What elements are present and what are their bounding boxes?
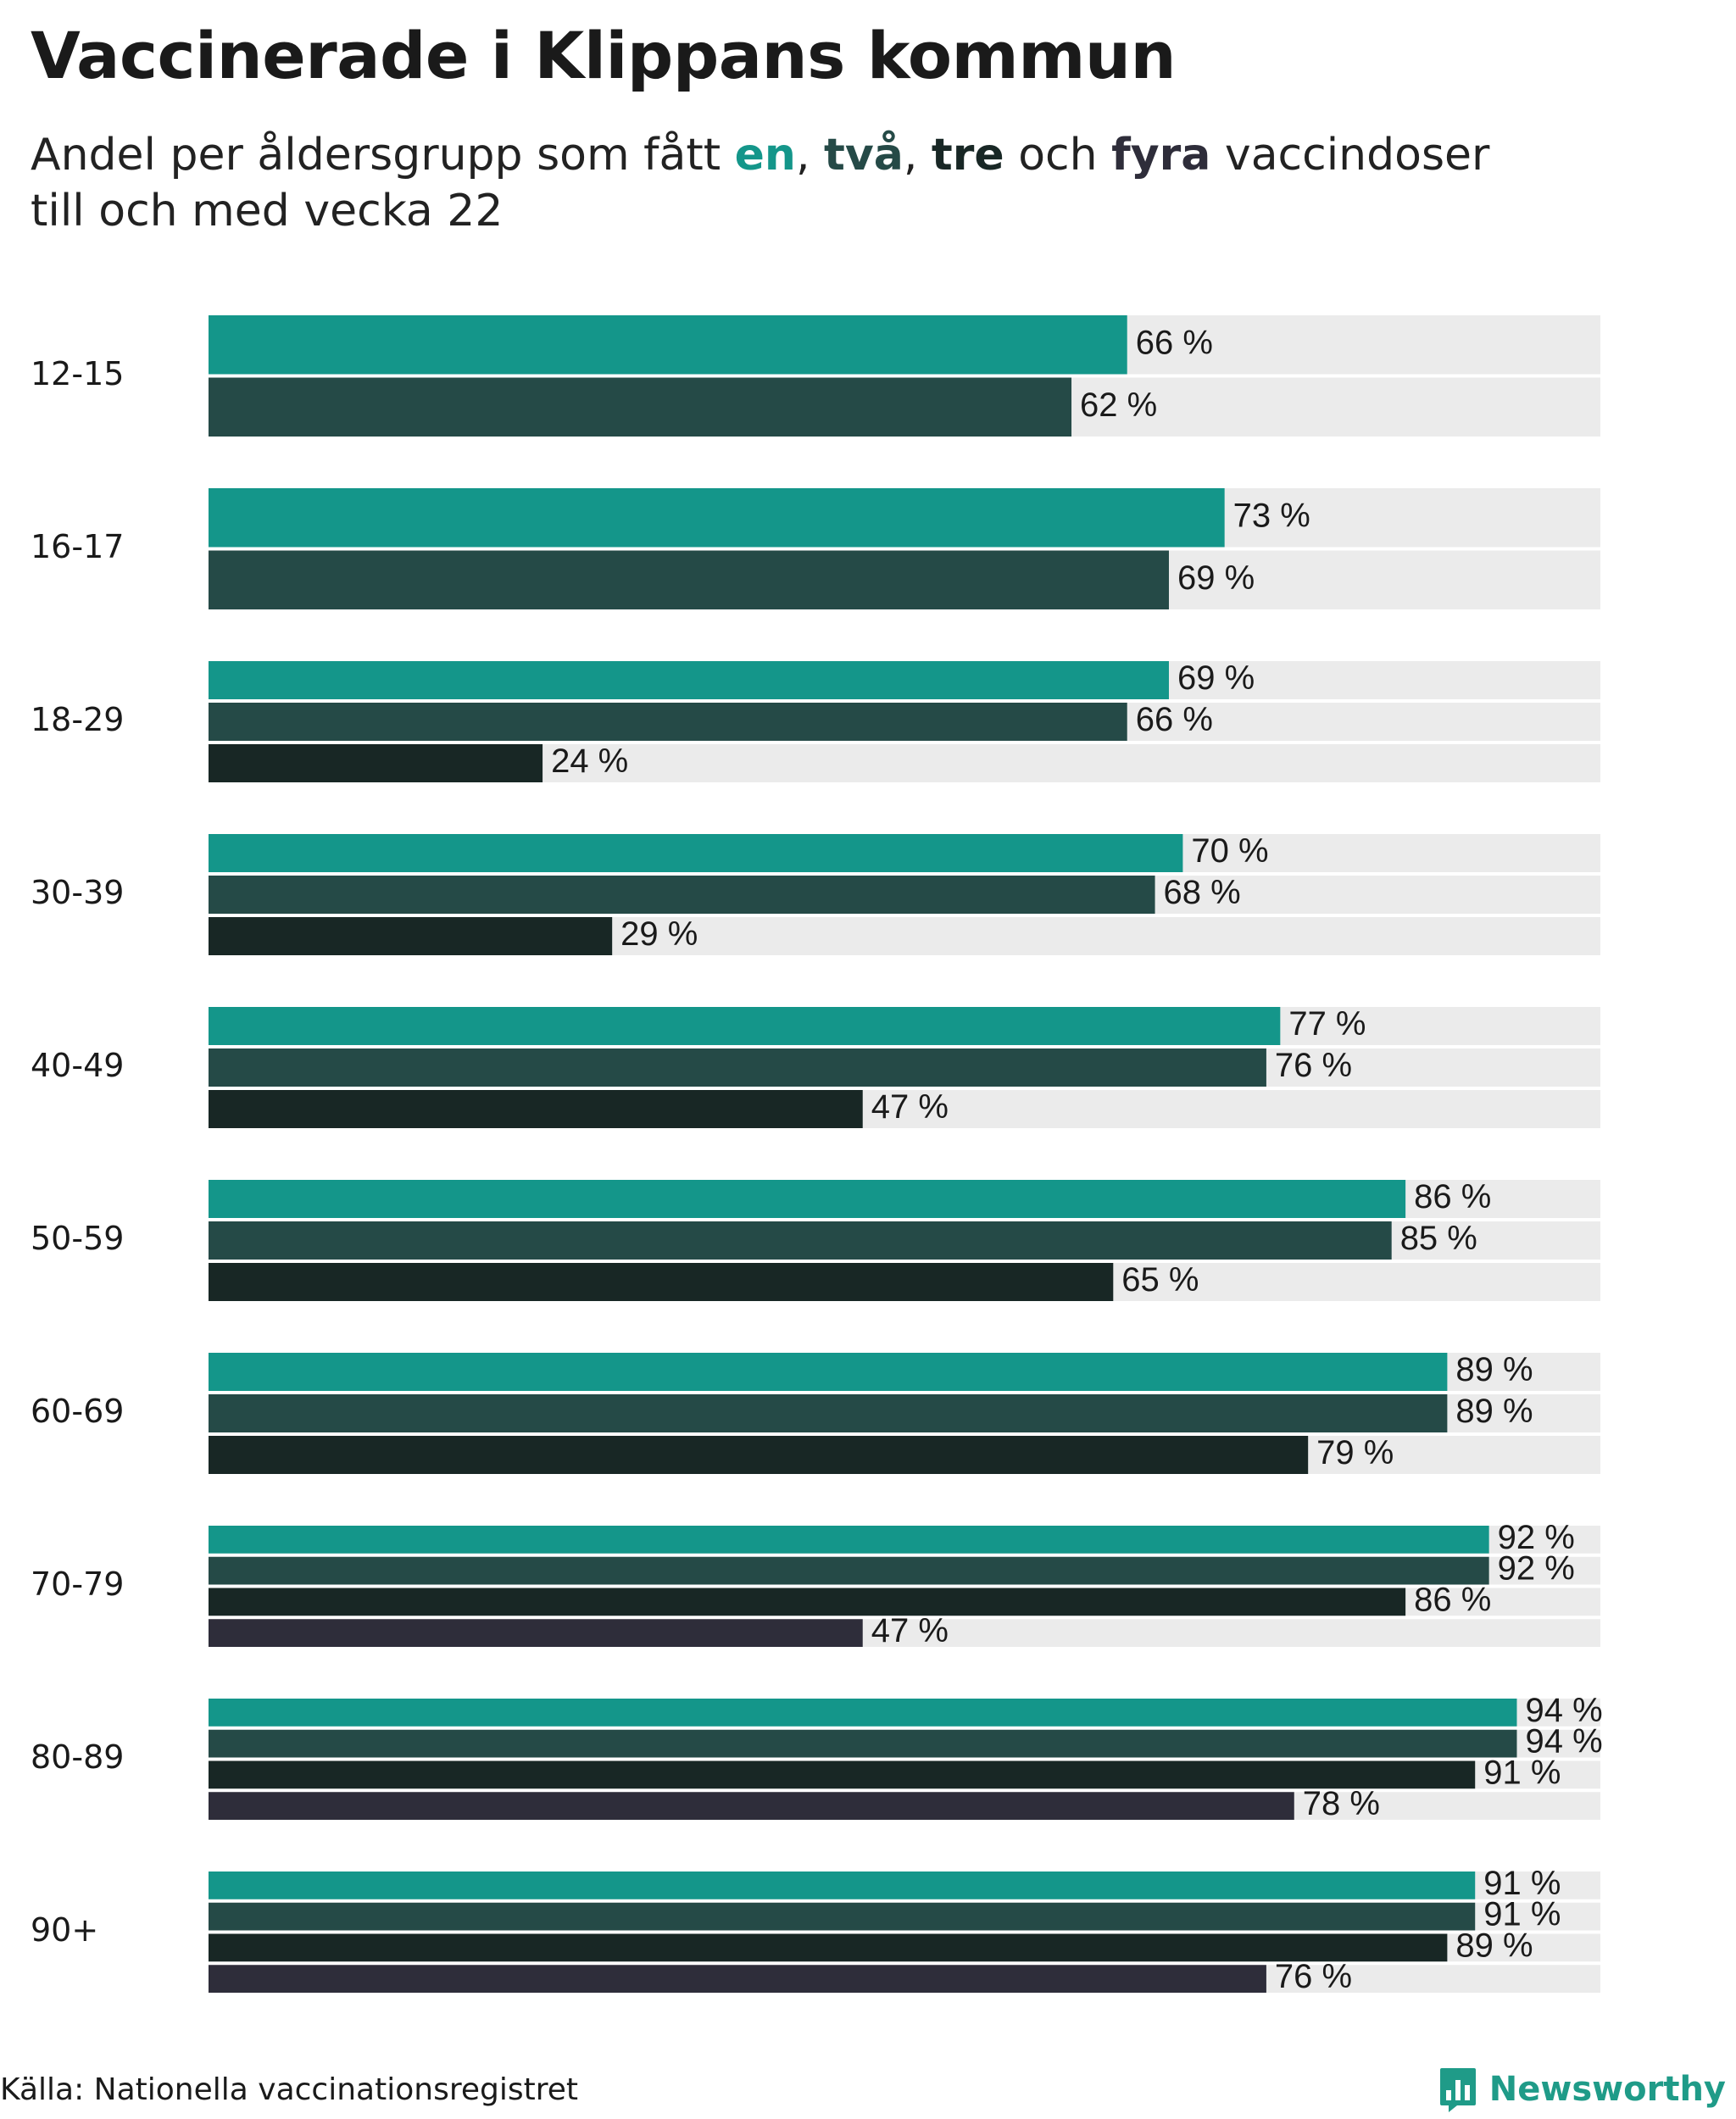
value-label: 89 %	[1455, 1351, 1533, 1388]
bar-3	[209, 744, 543, 782]
bar-2	[209, 1902, 1476, 1931]
category-label: 60-69	[31, 1393, 124, 1430]
category-label: 80-89	[31, 1738, 124, 1776]
bar-3	[209, 917, 613, 955]
value-label: 86 %	[1414, 1178, 1491, 1215]
value-label: 76 %	[1275, 1047, 1352, 1084]
value-label: 92 %	[1498, 1519, 1575, 1556]
value-label: 70 %	[1191, 832, 1268, 870]
dose-two-label: två	[824, 130, 904, 181]
bar-3	[209, 1760, 1476, 1789]
value-label: 78 %	[1303, 1785, 1380, 1822]
bar-1	[209, 1699, 1517, 1727]
bar-4	[209, 1965, 1266, 1993]
category-label: 40-49	[31, 1047, 124, 1084]
value-label: 86 %	[1414, 1581, 1491, 1618]
bar-3	[209, 1588, 1406, 1616]
subtitle-separator: ,	[903, 130, 932, 181]
subtitle-line-two: till och med vecka 22	[31, 186, 504, 236]
chart-title: Vaccinerade i Klippans kommun	[31, 18, 1177, 93]
bar-chart-icon	[1439, 2068, 1476, 2112]
value-label: 91 %	[1483, 1865, 1561, 1902]
bar-2	[209, 876, 1155, 914]
bar-2	[209, 1221, 1392, 1260]
bar-1	[209, 488, 1225, 548]
value-label: 24 %	[551, 742, 628, 780]
bar-2	[209, 703, 1127, 741]
value-label: 91 %	[1483, 1754, 1561, 1791]
value-label: 69 %	[1177, 559, 1255, 597]
value-label: 77 %	[1288, 1005, 1366, 1043]
value-label: 85 %	[1400, 1220, 1477, 1257]
value-label: 76 %	[1275, 1958, 1352, 1995]
category-label: 50-59	[31, 1220, 124, 1257]
bar-2	[209, 1394, 1448, 1432]
bar-1	[209, 834, 1183, 872]
category-label: 16-17	[31, 528, 124, 565]
source-note: Källa: Nationella vaccinationsregistret	[0, 2072, 578, 2107]
value-label: 62 %	[1080, 387, 1157, 424]
bar-2	[209, 1729, 1517, 1758]
value-label: 68 %	[1164, 874, 1241, 911]
value-label: 47 %	[871, 1612, 949, 1649]
bar-3	[209, 1263, 1114, 1301]
brand-name: Newsworthy	[1488, 2070, 1726, 2109]
subtitle-text: vaccindoser	[1210, 130, 1490, 181]
value-label: 92 %	[1498, 1550, 1575, 1588]
value-label: 94 %	[1525, 1723, 1602, 1760]
bar-1	[209, 1526, 1489, 1554]
bar-1	[209, 1180, 1406, 1218]
chart-subtitle: Andel per åldersgrupp som fått en, två, …	[31, 127, 1641, 239]
subtitle-text: Andel per åldersgrupp som fått	[31, 130, 735, 181]
dose-one-label: en	[734, 130, 796, 181]
subtitle-separator: och	[1004, 130, 1112, 181]
bar-4	[209, 1792, 1294, 1820]
value-label: 94 %	[1525, 1692, 1602, 1729]
bar-3	[209, 1436, 1309, 1474]
value-label: 29 %	[620, 915, 698, 953]
value-label: 91 %	[1483, 1896, 1561, 1933]
bar-1	[209, 1353, 1448, 1391]
bar-3	[209, 1933, 1448, 1962]
bar-1	[209, 315, 1127, 375]
subtitle-separator: ,	[795, 130, 825, 181]
bar-1	[209, 1872, 1476, 1899]
bar-1	[209, 1007, 1281, 1045]
value-label: 69 %	[1177, 659, 1255, 697]
value-label: 89 %	[1455, 1393, 1533, 1430]
value-label: 66 %	[1136, 324, 1213, 361]
category-label: 90+	[31, 1911, 98, 1949]
value-label: 66 %	[1136, 701, 1213, 738]
bar-2	[209, 377, 1072, 437]
value-label: 47 %	[871, 1088, 949, 1126]
value-label: 65 %	[1121, 1261, 1199, 1299]
category-label: 12-15	[31, 355, 124, 392]
brand-logo-group: Newsworthy	[1438, 2066, 1726, 2112]
dose-four-label: fyra	[1111, 130, 1211, 181]
category-label: 30-39	[31, 874, 124, 911]
bar-2	[209, 550, 1169, 609]
value-label: 73 %	[1233, 497, 1310, 534]
dose-three-label: tre	[931, 130, 1004, 181]
bar-3	[209, 1090, 863, 1128]
bar-2	[209, 1048, 1266, 1087]
bar-2	[209, 1556, 1489, 1585]
bar-chart: 12-15 66 % 62 % 16-17 73 % 69 % 18-29 69 % 66 % 2…	[31, 315, 1603, 1995]
value-label: 89 %	[1455, 1927, 1533, 1964]
category-label: 18-29	[31, 701, 124, 738]
bar-1	[209, 661, 1169, 699]
bar-4	[209, 1619, 863, 1647]
value-label: 79 %	[1316, 1434, 1394, 1471]
category-label: 70-79	[31, 1566, 124, 1603]
